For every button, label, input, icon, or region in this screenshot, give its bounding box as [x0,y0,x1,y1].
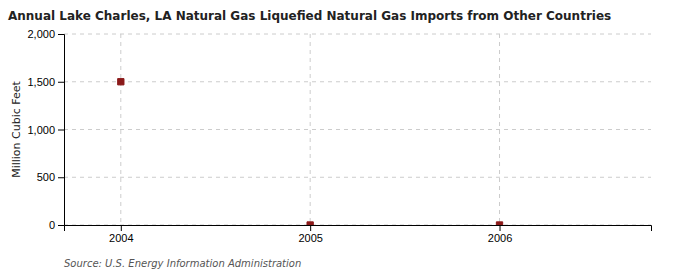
tick-label: 1,500 [27,76,55,88]
tick-label: 1,000 [27,124,55,136]
grid-line [64,177,651,178]
points [118,79,503,225]
tick: 0 [49,219,64,231]
annotation: Source: U.S. Energy Information Administ… [64,258,301,269]
tick: 1,500 [27,76,64,88]
tick-label: 0 [49,219,55,231]
tick: 1,000 [27,124,64,136]
tick: 2004 [109,225,133,244]
tick-mark [58,177,64,178]
tick-mark [310,225,311,231]
tick-label: 2,000 [27,28,55,40]
tick-mark [58,34,64,35]
tick-mark [58,225,64,226]
grid-line [64,129,651,130]
title: Annual Lake Charles, LA Natural Gas Liqu… [8,9,611,23]
tick-mark [58,82,64,83]
grid-line [310,34,311,225]
tick: 500 [37,171,64,183]
y-axis-title: Million Cubic Feet [10,80,23,177]
tick-label: 2006 [488,232,512,244]
axis-line [65,226,652,232]
axis-line [58,35,65,226]
point [307,222,313,225]
x-axis: 2004 2005 2006 [65,225,652,244]
tick-mark [500,225,501,231]
grid-line [64,81,651,82]
point [118,79,124,85]
tick-mark [58,130,64,131]
tick: 2,000 [27,28,64,40]
grid [64,34,651,225]
tick: 2005 [298,225,322,244]
point [496,222,502,225]
tick-mark [121,225,122,231]
y-axis: 0 500 1,000 1,500 2,000 [27,28,64,231]
grid-line [120,34,121,225]
tick-label: 500 [37,171,55,183]
tick-label: 2004 [109,232,133,244]
chart: 2004 2005 2006 0 500 1,000 1,500 2,000 Annual La… [0,0,675,275]
tick: 2006 [488,225,512,244]
plot: 2004 2005 2006 0 500 1,000 1,500 2,000 [27,28,651,244]
tick-label: 2005 [298,232,322,244]
grid-line [499,34,500,225]
grid-line [64,34,651,35]
